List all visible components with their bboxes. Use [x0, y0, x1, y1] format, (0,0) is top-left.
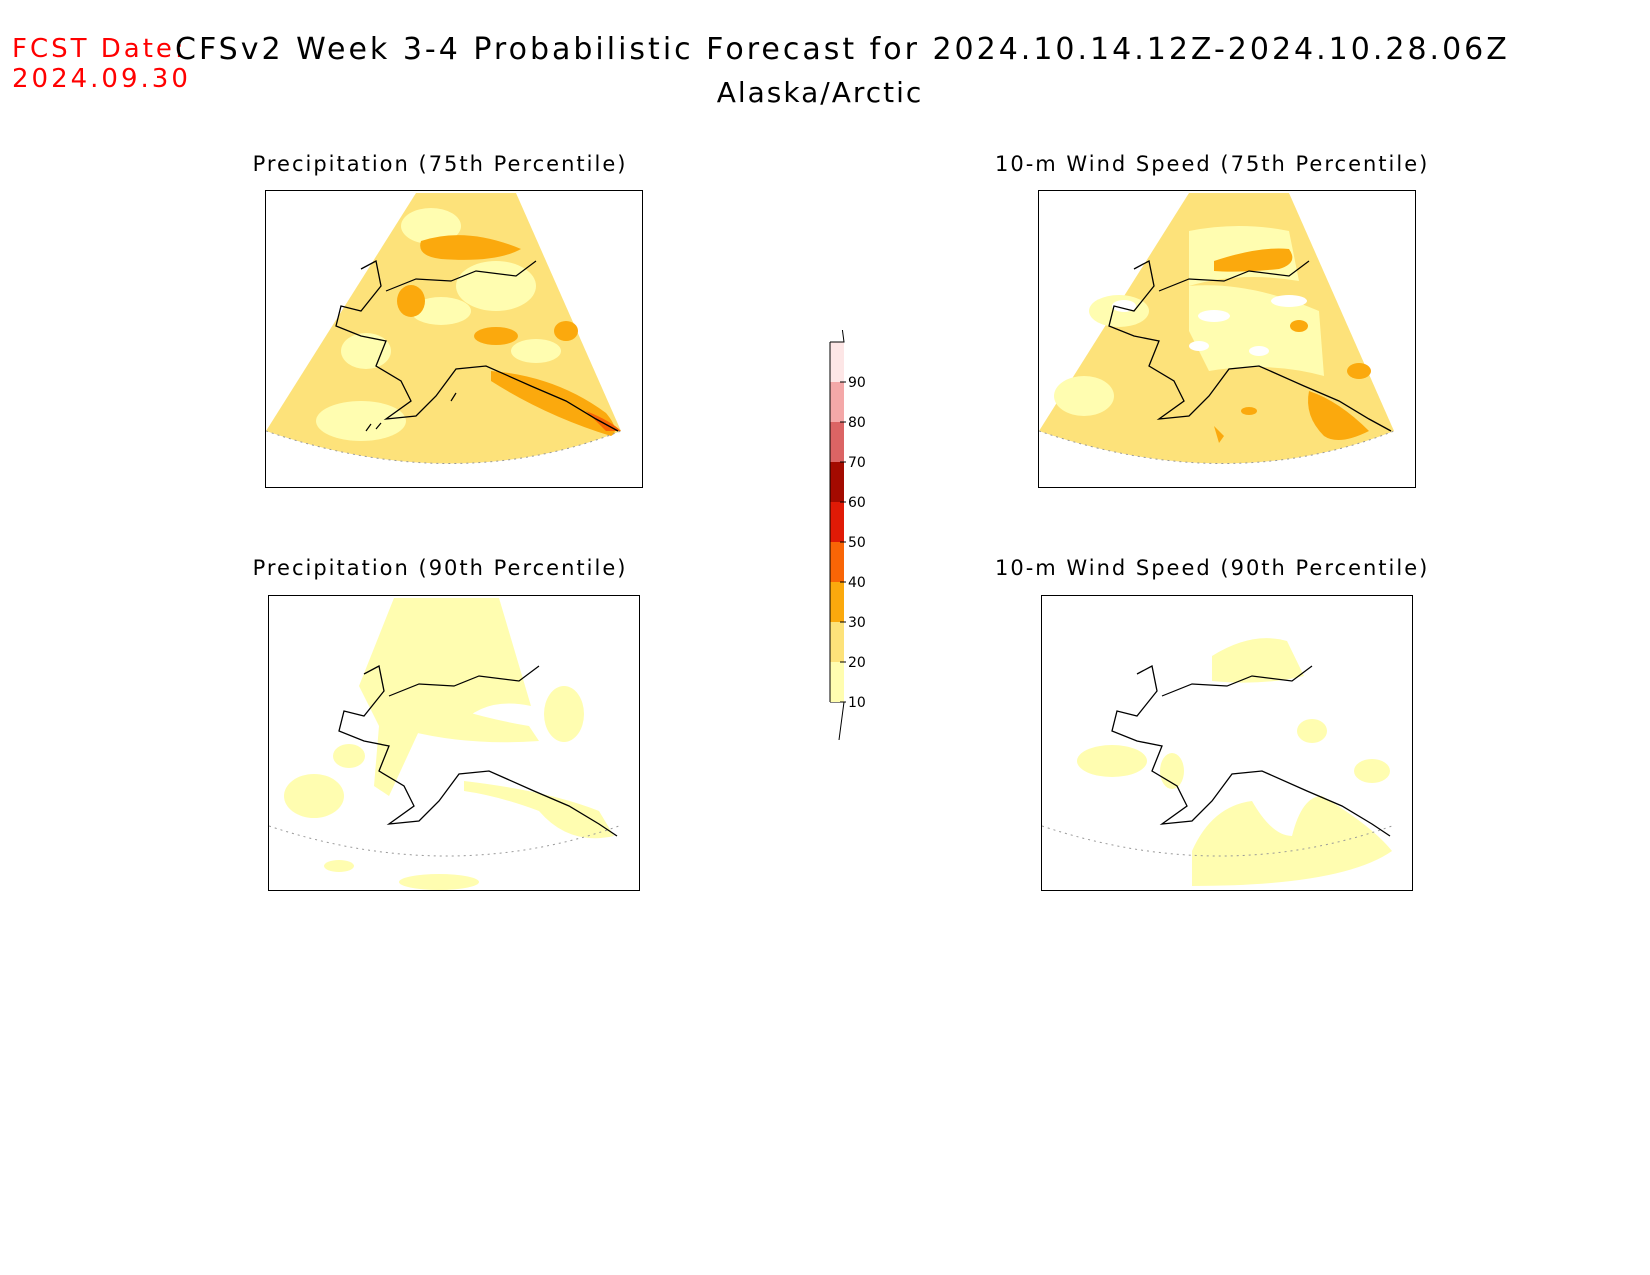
- map-panel-precip-75: [265, 190, 643, 488]
- colorbar-swatch: [830, 502, 844, 542]
- colorbar-tail-top: [830, 330, 845, 343]
- colorbar-swatch: [830, 622, 844, 662]
- map-wind-75: [1039, 193, 1395, 464]
- map-panel-wind-75: [1038, 190, 1416, 488]
- panel-title-precip-75: Precipitation (75th Percentile): [252, 152, 628, 176]
- colorbar-tick-label: 60: [848, 495, 866, 511]
- colorbar-tick-label: 20: [848, 655, 866, 671]
- colorbar-swatch: [830, 382, 844, 422]
- panel-title-wind-75: 10-m Wind Speed (75th Percentile): [995, 152, 1430, 176]
- colorbar-tick-label: 70: [848, 455, 866, 471]
- map-panel-wind-90: [1041, 595, 1413, 891]
- map-wind-90: [1042, 598, 1393, 886]
- colorbar-swatch: [830, 582, 844, 622]
- region-title: Alaska/Arctic: [716, 76, 924, 109]
- colorbar-swatch: [830, 462, 844, 502]
- forecast-date-label: FCST Date:: [12, 34, 187, 64]
- map-panel-precip-90: [268, 595, 640, 891]
- colorbar: 10 20 30 40 50 60 70 80 90: [829, 330, 866, 740]
- panel-title-wind-90: 10-m Wind Speed (90th Percentile): [995, 556, 1430, 580]
- panel-title-precip-90: Precipitation (90th Percentile): [252, 556, 628, 580]
- colorbar-swatch: [830, 662, 844, 702]
- colorbar-tick-label: 40: [848, 575, 866, 591]
- colorbar-swatch: [830, 342, 844, 382]
- colorbar-tick-label: 30: [848, 615, 866, 631]
- map-precip-75: [266, 193, 622, 464]
- page-title: CFSv2 Week 3-4 Probabilistic Forecast fo…: [175, 32, 1510, 67]
- map-precip-90: [269, 598, 620, 890]
- colorbar-swatch: [830, 542, 844, 582]
- forecast-date-value: 2024.09.30: [12, 64, 191, 94]
- colorbar-swatch: [830, 422, 844, 462]
- colorbar-tail-bottom: [830, 701, 845, 740]
- colorbar-tick-label: 80: [848, 415, 866, 431]
- colorbar-tick-label: 90: [848, 375, 866, 391]
- colorbar-tick-label: 10: [848, 695, 866, 711]
- colorbar-tick-label: 50: [848, 535, 866, 551]
